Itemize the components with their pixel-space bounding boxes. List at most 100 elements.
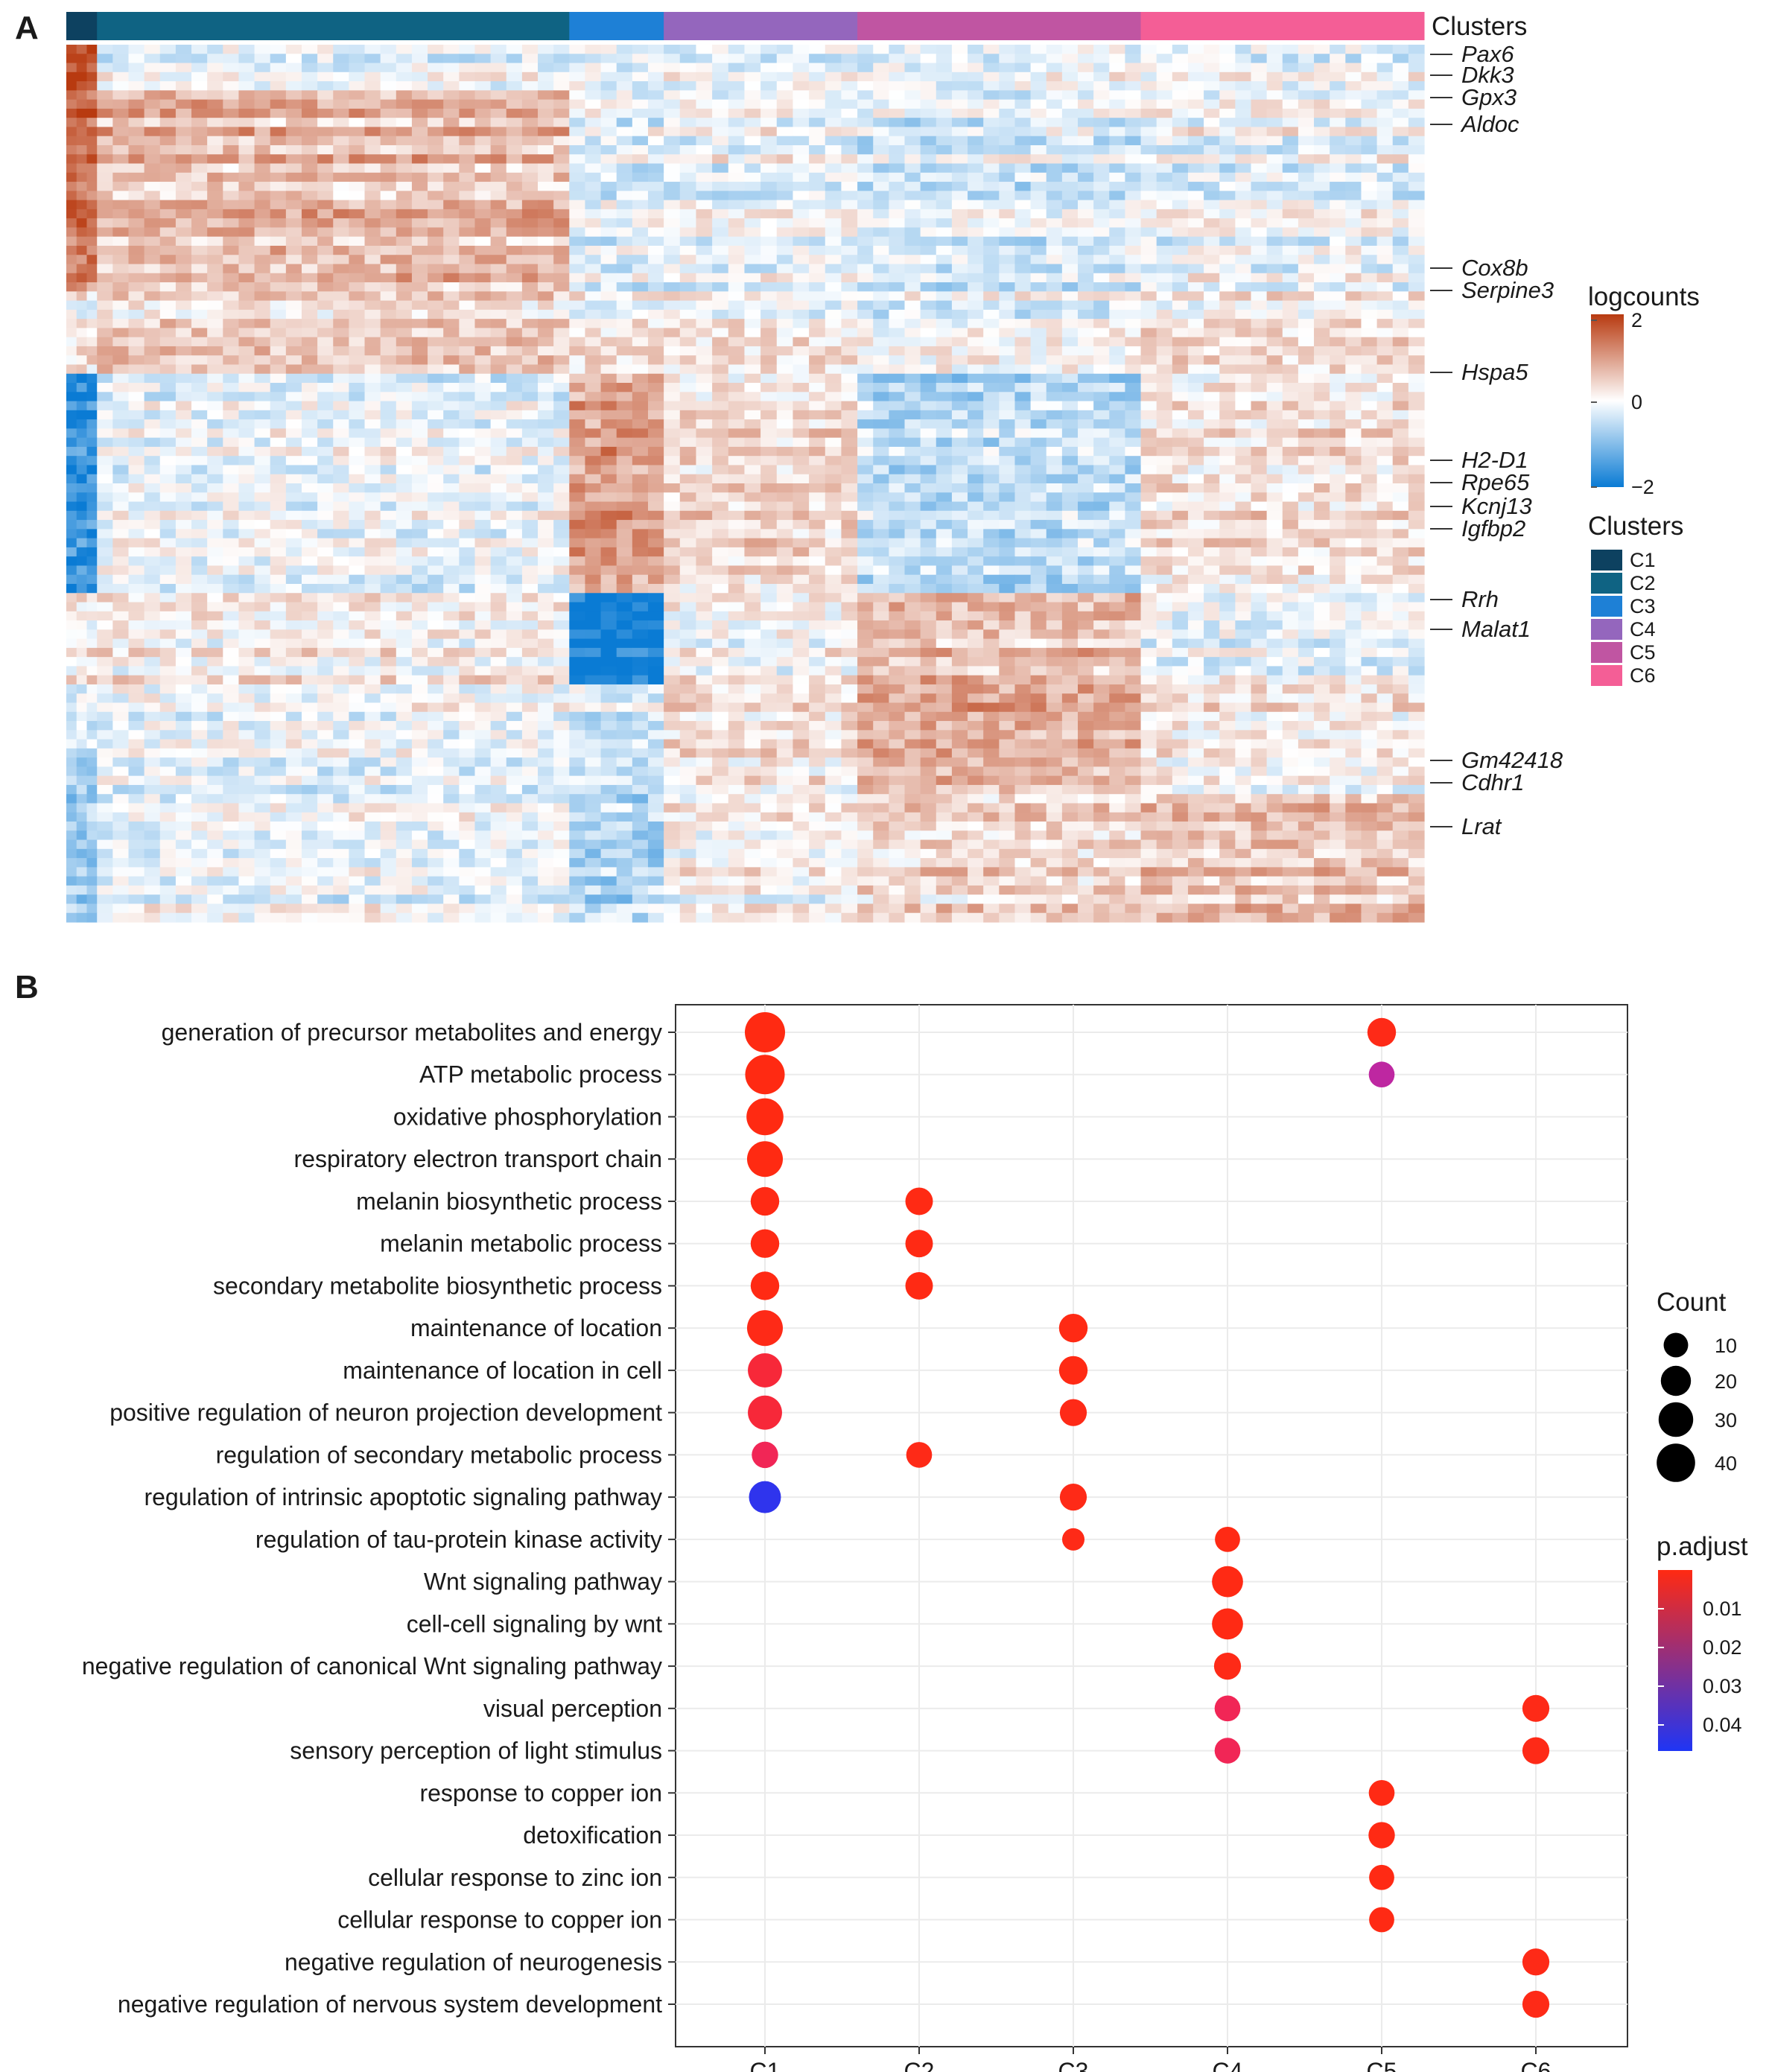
heatmap-tile [1408, 182, 1425, 191]
heatmap-tile [760, 71, 778, 82]
heatmap-tile [873, 346, 889, 356]
heatmap-tile [679, 392, 697, 402]
heatmap-tile [112, 547, 130, 557]
heatmap-tile [270, 236, 287, 247]
heatmap-tile [191, 81, 208, 91]
heatmap-tile [904, 118, 921, 128]
heatmap-tile [490, 456, 507, 466]
heatmap-tile [144, 273, 161, 283]
heatmap-tile [1266, 501, 1283, 512]
heatmap-tile [1298, 136, 1315, 146]
heatmap-tile [1187, 355, 1204, 366]
heatmap-tile [857, 556, 874, 567]
heatmap-tile [1392, 328, 1409, 338]
heatmap-tile [760, 236, 778, 247]
heatmap-tile [585, 456, 602, 466]
heatmap-tile [285, 108, 302, 118]
heatmap-tile [1376, 182, 1394, 191]
heatmap-tile [616, 437, 633, 448]
heatmap-tile [585, 282, 602, 292]
heatmap-tile [1172, 556, 1189, 567]
heatmap-tile [66, 565, 77, 576]
heatmap-tile [396, 510, 413, 521]
heatmap-tile [349, 63, 366, 73]
heatmap-tile [144, 71, 161, 82]
heatmap-tile [191, 282, 208, 292]
heatmap-tile [632, 456, 649, 466]
heatmap-tile [1140, 392, 1157, 402]
heatmap-tile [1061, 245, 1079, 255]
heatmap-tile [538, 54, 554, 64]
heatmap-tile [144, 510, 161, 521]
heatmap-tile [1408, 538, 1425, 548]
heatmap-tile [223, 501, 240, 512]
heatmap-tile [411, 81, 428, 91]
heatmap-tile [1078, 520, 1094, 530]
heatmap-tile [1361, 437, 1378, 448]
heatmap-tile [474, 273, 492, 283]
heatmap-tile [349, 474, 366, 484]
heatmap-tile [1314, 355, 1330, 366]
heatmap-tile [1408, 510, 1425, 521]
heatmap-tile [1204, 337, 1220, 347]
heatmap-tile [538, 273, 554, 283]
heatmap-tile [1266, 99, 1283, 109]
heatmap-tile [793, 346, 810, 356]
heatmap-tile [1204, 99, 1220, 109]
heatmap-tile [474, 300, 492, 311]
heatmap-tile [1392, 309, 1409, 320]
heatmap-tile [428, 419, 444, 429]
heatmap-tile [364, 191, 381, 201]
heatmap-tile [760, 291, 778, 302]
heatmap-tile [1345, 446, 1362, 457]
heatmap-tile [159, 392, 177, 402]
heatmap-tile [857, 337, 874, 347]
heatmap-tile [873, 209, 889, 219]
heatmap-tile [1345, 264, 1362, 274]
heatmap-tile [1251, 291, 1268, 302]
heatmap-tile [776, 337, 794, 347]
heatmap-tile [459, 54, 476, 64]
heatmap-tile [1140, 401, 1157, 411]
heatmap-tile [569, 136, 586, 146]
heatmap-tile [1078, 291, 1094, 302]
heatmap-tile [175, 154, 192, 165]
heatmap-tile [1172, 163, 1189, 174]
heatmap-tile [428, 127, 444, 137]
heatmap-tile [270, 319, 287, 328]
heatmap-tile [1282, 355, 1299, 366]
heatmap-tile [776, 474, 794, 484]
heatmap-tile [553, 309, 570, 320]
heatmap-tile [1156, 337, 1173, 347]
heatmap-tile [1345, 273, 1362, 283]
heatmap-tile [1093, 264, 1110, 274]
heatmap-tile [825, 319, 842, 328]
heatmap-tile [254, 510, 271, 521]
heatmap-tile [333, 346, 349, 356]
heatmap-tile [696, 510, 713, 521]
heatmap-tile [1345, 456, 1362, 466]
heatmap-tile [317, 255, 334, 265]
heatmap-tile [159, 309, 177, 320]
heatmap-tile [1204, 200, 1220, 210]
heatmap-tile [951, 81, 968, 91]
heatmap-tile [1251, 90, 1268, 101]
heatmap-tile [983, 538, 1000, 548]
heatmap-tile [66, 501, 77, 512]
heatmap-tile [175, 419, 192, 429]
heatmap-tile [825, 182, 842, 191]
heatmap-tile [1235, 45, 1252, 54]
heatmap-tile [585, 520, 602, 530]
heatmap-tile [1408, 209, 1425, 219]
heatmap-tile [857, 383, 874, 393]
heatmap-tile [712, 465, 729, 475]
heatmap-tile [285, 245, 302, 255]
heatmap-tile [936, 90, 953, 101]
heatmap-tile [825, 346, 842, 356]
heatmap-tile [97, 337, 113, 347]
heatmap-tile [1282, 465, 1299, 475]
heatmap-tile [301, 108, 318, 118]
heatmap-tile [1046, 337, 1063, 347]
heatmap-tile [490, 465, 507, 475]
heatmap-tile [270, 510, 287, 521]
